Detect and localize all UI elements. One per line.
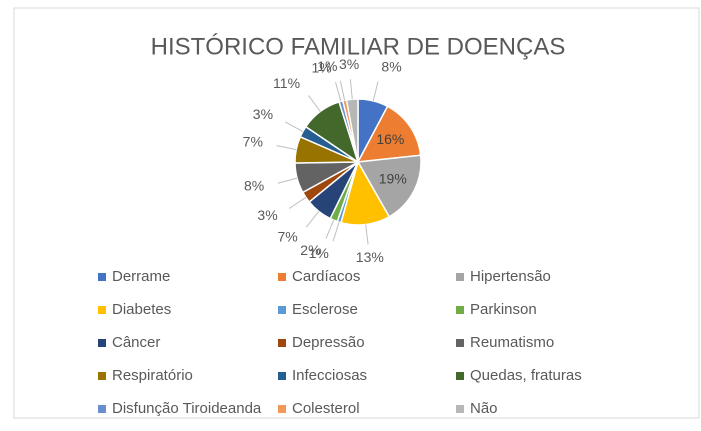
- leader-line: [277, 177, 298, 184]
- leader-line: [325, 219, 335, 239]
- legend-label: Quedas, fraturas: [470, 367, 582, 384]
- legend-label: Derrame: [112, 268, 170, 285]
- legend-label: Não: [470, 400, 498, 417]
- legend-label: Respiratório: [112, 367, 193, 384]
- leader-line: [332, 221, 340, 242]
- data-label: 3%: [257, 207, 277, 223]
- leader-line: [349, 79, 353, 100]
- data-label: 11%: [273, 75, 300, 91]
- legend-swatch: [98, 372, 106, 380]
- leader-line: [306, 211, 320, 228]
- leader-line: [276, 145, 297, 151]
- leader-line: [307, 95, 321, 112]
- legend-label: Parkinson: [470, 301, 537, 318]
- chart-title: HISTÓRICO FAMILIAR DE DOENÇAS: [151, 33, 566, 60]
- pie-slice: [356, 154, 422, 218]
- legend-label: Hipertensão: [470, 268, 551, 285]
- data-label: 19%: [379, 170, 407, 186]
- data-label: 7%: [243, 134, 263, 150]
- data-label: 3%: [339, 56, 359, 72]
- data-label: 1%: [309, 245, 329, 261]
- legend-swatch: [98, 405, 106, 413]
- leader-line: [365, 224, 369, 245]
- data-label: 7%: [277, 229, 297, 245]
- data-label: 2%: [300, 242, 320, 258]
- leader-line: [372, 81, 379, 101]
- legend-swatch: [456, 339, 464, 347]
- data-label: 1%: [311, 59, 331, 75]
- legend-label: Depressão: [292, 334, 365, 351]
- legend-swatch: [98, 306, 106, 314]
- legend-label: Esclerose: [292, 301, 358, 318]
- legend-label: Colesterol: [292, 400, 360, 417]
- legend-swatch: [456, 405, 464, 413]
- legend-label: Reumatismo: [470, 334, 554, 351]
- legend-label: Diabetes: [112, 301, 171, 318]
- legend-swatch: [278, 339, 286, 347]
- leader-line: [335, 81, 342, 102]
- legend-swatch: [456, 273, 464, 281]
- legend-swatch: [98, 273, 106, 281]
- legend-swatch: [98, 339, 106, 347]
- legend-swatch: [278, 372, 286, 380]
- data-label: 3%: [253, 106, 273, 122]
- legend-swatch: [456, 306, 464, 314]
- pie-slice: [356, 105, 422, 163]
- leader-line: [285, 121, 304, 133]
- legend-swatch: [456, 372, 464, 380]
- legend-swatch: [278, 405, 286, 413]
- leader-line: [339, 80, 346, 101]
- data-label: 8%: [244, 178, 264, 194]
- data-label: 13%: [356, 249, 384, 265]
- data-label: 8%: [381, 59, 401, 75]
- leader-line: [288, 196, 307, 209]
- legend-label: Infecciosas: [292, 367, 367, 384]
- data-label: 1%: [317, 58, 337, 74]
- legend-label: Disfunção Tiroideanda: [112, 400, 262, 417]
- data-label: 16%: [376, 131, 404, 147]
- legend-swatch: [278, 273, 286, 281]
- legend-swatch: [278, 306, 286, 314]
- legend-label: Câncer: [112, 334, 160, 351]
- legend-label: Cardíacos: [292, 268, 360, 285]
